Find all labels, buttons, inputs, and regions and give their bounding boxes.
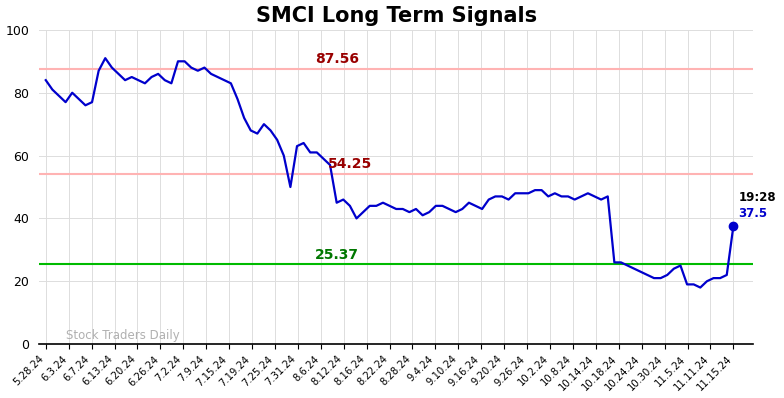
Title: SMCI Long Term Signals: SMCI Long Term Signals <box>256 6 537 25</box>
Text: 54.25: 54.25 <box>328 157 372 171</box>
Text: 19:28: 19:28 <box>739 191 776 204</box>
Text: 25.37: 25.37 <box>314 248 358 262</box>
Text: 87.56: 87.56 <box>314 52 358 66</box>
Text: Stock Traders Daily: Stock Traders Daily <box>66 330 180 342</box>
Text: 37.5: 37.5 <box>739 207 768 220</box>
